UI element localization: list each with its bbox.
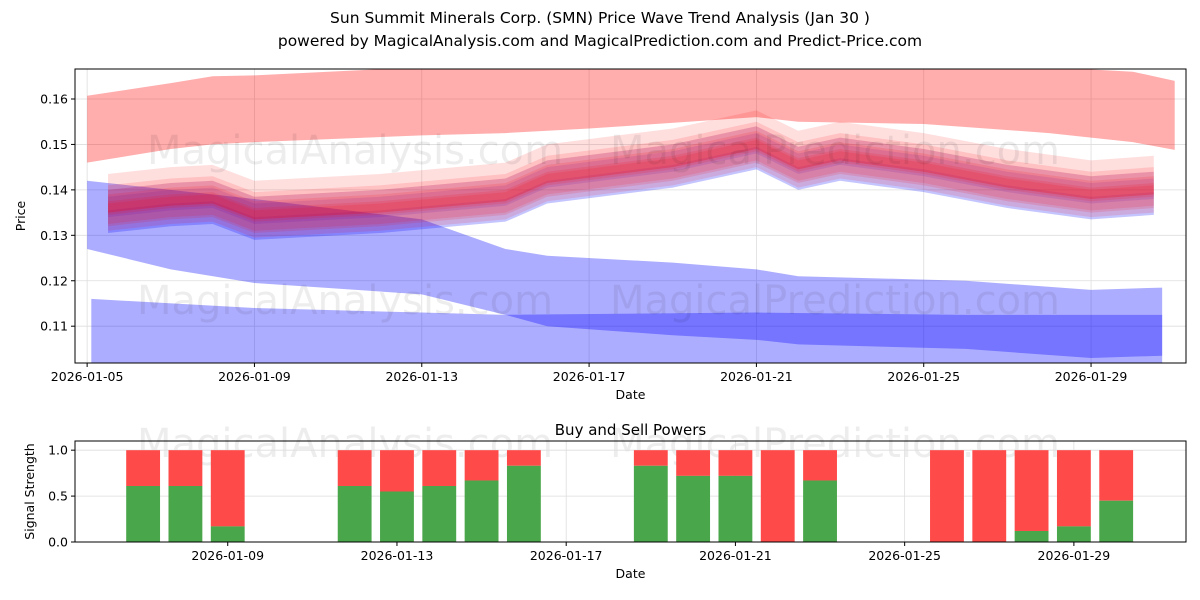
red-wave-band	[108, 110, 1154, 222]
red-wave-band	[108, 137, 1154, 231]
x-tick-label: 2026-01-13	[385, 369, 458, 384]
y-tick-label: 0.13	[40, 228, 68, 243]
x-tick-label: 2026-01-05	[51, 369, 124, 384]
sell-bar	[422, 450, 457, 486]
sell-bar	[210, 450, 245, 527]
red-wave-band	[87, 69, 1175, 163]
y-tick-label: 0.12	[40, 273, 68, 288]
x-tick-label: 2026-01-17	[530, 548, 603, 563]
y-tick-label: 1.0	[48, 443, 68, 458]
y-tick-label: 0.11	[40, 319, 68, 334]
buy-bar	[337, 485, 372, 542]
axes-frame	[74, 68, 1187, 364]
x-tick-label: 2026-01-21	[720, 369, 793, 384]
buy-bar	[1014, 530, 1049, 542]
blue-wave-band	[108, 133, 1154, 240]
blue-wave-band	[108, 126, 1154, 224]
sell-bar	[1099, 450, 1134, 501]
sell-bar	[803, 450, 837, 481]
x-tick-label: 2026-01-29	[1055, 369, 1128, 384]
sell-bar	[380, 450, 414, 492]
x-tick-label: 2026-01-29	[1038, 548, 1111, 563]
x-tick-label: 2026-01-25	[887, 369, 960, 384]
sell-bar	[126, 450, 161, 486]
red-wave-band	[108, 121, 1154, 220]
sell-bar	[1056, 450, 1091, 527]
buy-bar	[210, 526, 245, 542]
x-axis-label: Date	[616, 566, 646, 581]
sell-bar	[930, 450, 964, 542]
watermark: MagicalPrediction.com	[610, 278, 1060, 324]
chart-subtitle: powered by MagicalAnalysis.com and Magic…	[277, 32, 923, 50]
buy-bar	[676, 475, 711, 542]
blue-wave-band	[87, 180, 1163, 359]
sell-bar	[506, 450, 541, 466]
watermark: MagicalAnalysis.com	[147, 128, 563, 174]
sell-bar	[1014, 450, 1049, 531]
buy-bar	[1056, 526, 1091, 542]
buy-bar	[464, 480, 499, 542]
x-tick-label: 2026-01-09	[191, 548, 264, 563]
buy-bar	[633, 465, 668, 542]
chart-title: Sun Summit Minerals Corp. (SMN) Price Wa…	[330, 9, 870, 27]
buy-bar	[1099, 500, 1134, 542]
x-axis-label: Date	[616, 387, 646, 402]
blue-wave-band	[108, 146, 1154, 240]
sell-bar	[972, 450, 1007, 542]
buy-bar	[506, 465, 541, 542]
red-wave-band	[108, 126, 1154, 234]
buy-bar	[380, 491, 414, 542]
watermark: MagicalPrediction.com	[610, 128, 1060, 174]
plot-area	[75, 69, 1186, 363]
x-tick-label: 2026-01-21	[699, 548, 772, 563]
y-tick-label: 0.14	[40, 182, 68, 197]
blue-wave-band	[91, 298, 1163, 363]
y-axis-label: Signal Strength	[22, 443, 37, 539]
buy-bar	[168, 485, 203, 542]
sell-bar	[760, 450, 795, 542]
y-tick-label: 0.5	[48, 489, 68, 504]
watermark: MagicalAnalysis.com	[137, 278, 553, 324]
sell-bar	[718, 450, 753, 476]
sell-bar	[168, 450, 203, 486]
x-tick-label: 2026-01-17	[553, 369, 626, 384]
x-tick-label: 2026-01-25	[868, 548, 941, 563]
sell-bar	[676, 450, 711, 476]
sell-bar	[464, 450, 499, 481]
subplot-title: Buy and Sell Powers	[555, 421, 707, 439]
y-axis-label: Price	[13, 200, 28, 231]
y-tick-label: 0.15	[40, 137, 68, 152]
buy-bar	[803, 480, 837, 542]
x-tick-label: 2026-01-13	[361, 548, 434, 563]
axes-frame	[74, 440, 1187, 543]
sell-bar	[337, 450, 372, 486]
sell-bar	[633, 450, 668, 466]
x-tick-label: 2026-01-09	[218, 369, 291, 384]
buy-bar	[126, 485, 161, 542]
y-tick-label: 0.0	[48, 535, 68, 550]
buy-bar	[422, 485, 457, 542]
buy-bar	[718, 475, 753, 542]
red-wave-band	[108, 139, 1154, 238]
y-tick-label: 0.16	[40, 91, 68, 106]
red-wave-band	[108, 130, 1154, 220]
plot-area	[75, 441, 1186, 542]
